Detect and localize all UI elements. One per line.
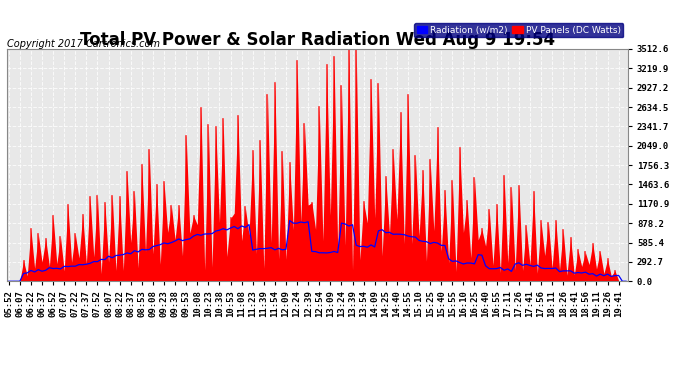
Legend: Radiation (w/m2), PV Panels (DC Watts): Radiation (w/m2), PV Panels (DC Watts) — [414, 23, 623, 38]
Text: Copyright 2017 Cartronics.com: Copyright 2017 Cartronics.com — [7, 39, 160, 50]
Title: Total PV Power & Solar Radiation Wed Aug 9 19:54: Total PV Power & Solar Radiation Wed Aug… — [80, 31, 555, 49]
